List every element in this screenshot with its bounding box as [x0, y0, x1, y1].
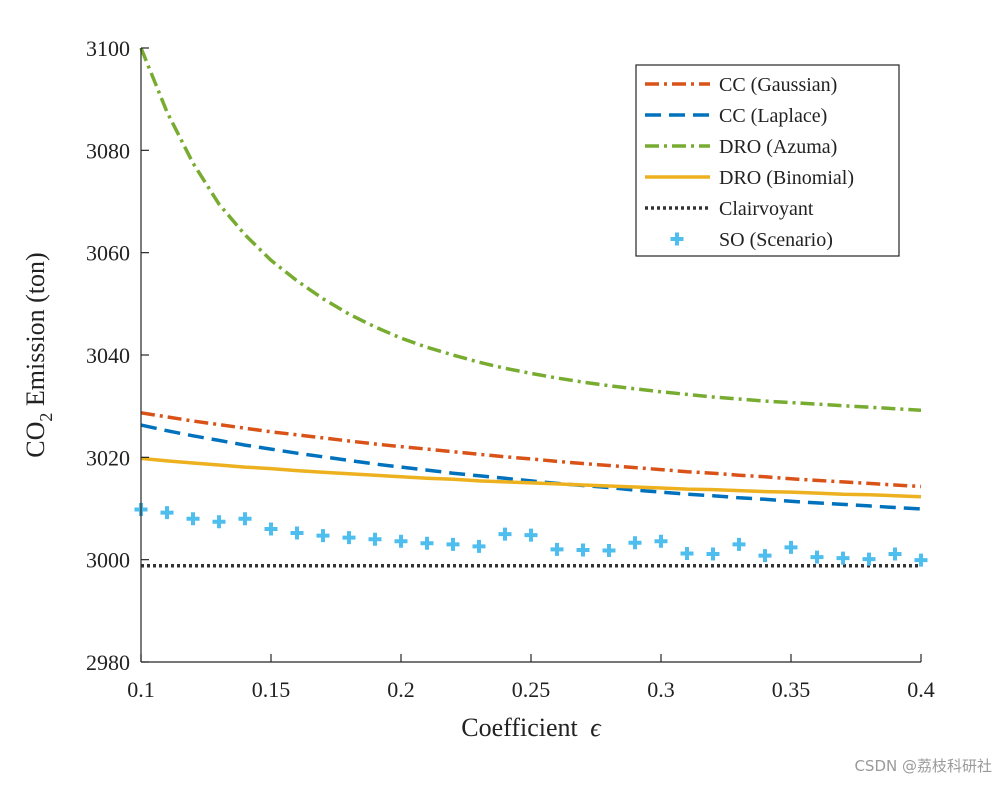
data-point-so-scenario: [212, 515, 226, 529]
x-axis-title-text: Coefficient: [461, 713, 578, 742]
data-point-so-scenario: [238, 512, 252, 526]
legend-label: DRO (Binomial): [719, 167, 854, 189]
y-tick-label: 3060: [86, 241, 130, 266]
data-point-so-scenario: [810, 550, 824, 564]
legend-label: CC (Laplace): [719, 105, 827, 127]
legend-item-cc-laplace: CC (Laplace): [645, 105, 827, 127]
data-point-so-scenario: [446, 537, 460, 551]
data-point-so-scenario: [368, 532, 382, 546]
data-point-so-scenario: [758, 549, 772, 563]
legend-item-dro-binomial: DRO (Binomial): [645, 167, 854, 189]
data-point-so-scenario: [732, 537, 746, 551]
legend-item-dro-azuma: DRO (Azuma): [645, 136, 837, 158]
data-point-so-scenario: [160, 506, 174, 520]
data-point-so-scenario: [680, 547, 694, 561]
tick-label-layer: 0.1 0.15 0.2 0.25 0.3 0.35 0.4 2980 3000 3020 3040…: [86, 36, 935, 702]
y-axis-title: CO2 Emission (ton): [21, 252, 56, 457]
x-tick-label: 0.15: [252, 677, 291, 702]
y-tick-label: 3000: [86, 548, 130, 573]
legend-label: CC (Gaussian): [719, 74, 837, 96]
axes-layer: [140, 47, 922, 663]
y-tick-label: 3100: [86, 36, 130, 61]
y-tick-label: 3020: [86, 445, 130, 470]
legend-box: [635, 64, 900, 257]
y-tick-label: 2980: [86, 650, 130, 675]
series-line-dro-azuma: [139, 47, 922, 413]
x-axis-title-symbol: ϵ: [590, 713, 602, 742]
x-tick-label: 0.1: [127, 677, 155, 702]
x-tick-label: 0.25: [512, 677, 551, 702]
x-axis-title: Coefficient ϵ: [461, 713, 602, 742]
data-point-so-scenario: [472, 539, 486, 553]
data-point-so-scenario: [420, 536, 434, 550]
legend-label: DRO (Azuma): [719, 136, 837, 158]
legend-label: SO (Scenario): [719, 229, 833, 251]
legend: CC (Gaussian) CC (Laplace) DRO (Azuma) DRO …: [635, 64, 900, 257]
series-layer: [134, 47, 928, 568]
x-tick-label: 0.4: [907, 677, 935, 702]
x-tick-label: 0.35: [772, 677, 811, 702]
series-line-dro-binomial: [140, 456, 922, 499]
data-point-so-scenario: [186, 512, 200, 526]
series-line-cc-gaussian: [140, 411, 922, 489]
data-point-so-scenario: [316, 529, 330, 543]
data-point-so-scenario: [576, 543, 590, 557]
y-axis-title-subscript: 2: [36, 413, 56, 422]
data-point-so-scenario: [862, 552, 876, 566]
data-point-so-scenario: [602, 543, 616, 557]
data-point-so-scenario: [628, 536, 642, 550]
legend-item-so-scenario: SO (Scenario): [670, 229, 833, 251]
data-point-so-scenario: [524, 528, 538, 542]
data-point-so-scenario: [888, 547, 902, 561]
y-axis-title-suffix: Emission (ton): [21, 252, 50, 412]
legend-item-clairvoyant: Clairvoyant: [645, 198, 814, 220]
data-point-so-scenario: [706, 547, 720, 561]
legend-item-cc-gaussian: CC (Gaussian): [645, 74, 837, 96]
data-point-so-scenario: [784, 540, 798, 554]
x-tick-label: 0.3: [647, 677, 675, 702]
legend-swatch: [670, 232, 684, 246]
data-point-so-scenario: [264, 522, 278, 536]
data-point-so-scenario: [550, 542, 564, 556]
y-axis-title-prefix: CO: [21, 422, 50, 458]
legend-label: Clairvoyant: [719, 198, 814, 220]
y-tick-label: 3040: [86, 343, 130, 368]
data-point-so-scenario: [914, 553, 928, 567]
data-point-so-scenario: [654, 534, 668, 548]
y-tick-label: 3080: [86, 138, 130, 163]
data-point-so-scenario: [394, 534, 408, 548]
data-point-so-scenario: [290, 526, 304, 540]
series-line-cc-laplace: [140, 423, 922, 511]
data-point-so-scenario: [498, 527, 512, 541]
data-point-so-scenario: [342, 531, 356, 545]
data-point-so-scenario: [836, 551, 850, 565]
watermark: CSDN @荔枝科研社: [854, 757, 992, 775]
x-tick-label: 0.2: [387, 677, 415, 702]
series-so-scenario: [134, 503, 928, 567]
